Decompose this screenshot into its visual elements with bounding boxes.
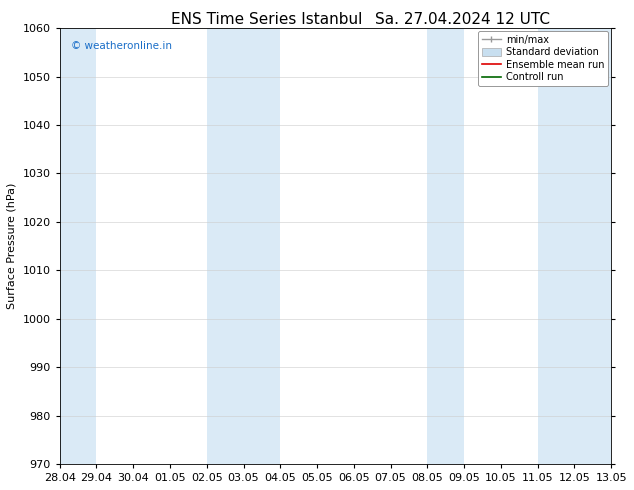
Legend: min/max, Standard deviation, Ensemble mean run, Controll run: min/max, Standard deviation, Ensemble me…	[478, 31, 609, 86]
Text: Sa. 27.04.2024 12 UTC: Sa. 27.04.2024 12 UTC	[375, 12, 550, 27]
Text: ENS Time Series Istanbul: ENS Time Series Istanbul	[171, 12, 362, 27]
Bar	[60, 28, 96, 464]
Bar	[207, 28, 280, 464]
Bar	[538, 28, 611, 464]
Bar	[427, 28, 464, 464]
Y-axis label: Surface Pressure (hPa): Surface Pressure (hPa)	[7, 183, 17, 309]
Text: © weatheronline.in: © weatheronline.in	[70, 41, 172, 51]
